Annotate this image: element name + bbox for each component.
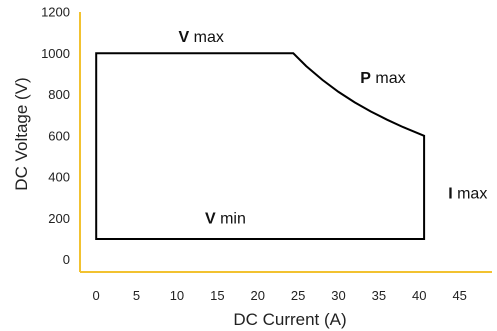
y-axis-title: DC Voltage (V) xyxy=(12,77,31,190)
y-tick-label: 800 xyxy=(48,87,70,102)
x-tick-label: 15 xyxy=(210,288,224,303)
x-tick-label: 0 xyxy=(93,288,100,303)
x-tick-label: 25 xyxy=(291,288,305,303)
annotation-label: I max xyxy=(448,186,487,203)
y-axis-ticks: 0 200 400 600 800 1000 1200 xyxy=(41,5,70,268)
annotation-label: P max xyxy=(360,70,405,87)
y-tick-label: 200 xyxy=(48,211,70,226)
x-tick-label: 40 xyxy=(412,288,426,303)
x-tick-label: 5 xyxy=(133,288,140,303)
x-axis-ticks: 0 5 10 15 20 25 30 35 40 45 xyxy=(93,288,467,303)
x-tick-label: 30 xyxy=(331,288,345,303)
annotation-label: V max xyxy=(179,29,224,46)
y-tick-label: 1000 xyxy=(41,46,70,61)
x-tick-label: 35 xyxy=(372,288,386,303)
x-tick-label: 20 xyxy=(250,288,264,303)
x-tick-label: 10 xyxy=(170,288,184,303)
y-tick-label: 600 xyxy=(48,128,70,143)
x-axis-title: DC Current (A) xyxy=(233,310,346,329)
operating-envelope-line xyxy=(95,52,426,240)
y-tick-label: 0 xyxy=(63,252,70,267)
y-tick-label: 1200 xyxy=(41,5,70,20)
x-tick-label: 45 xyxy=(452,288,466,303)
annotations: V max P max I max V min xyxy=(179,29,488,228)
y-tick-label: 400 xyxy=(48,170,70,185)
annotation-label: V min xyxy=(205,211,246,228)
